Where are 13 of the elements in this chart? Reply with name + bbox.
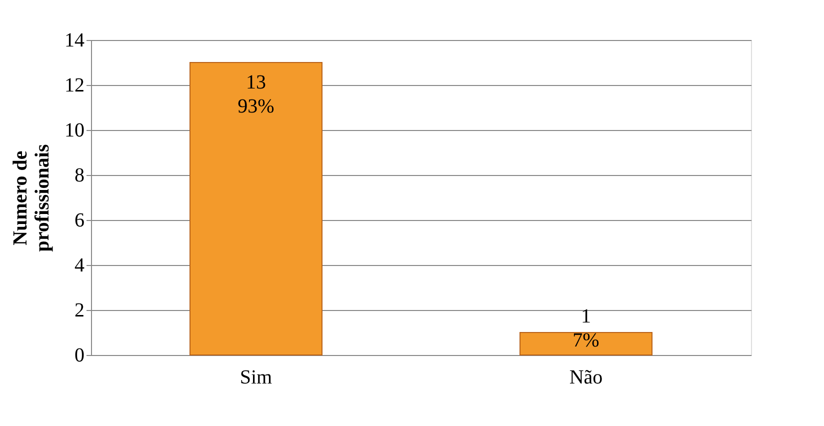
y-tick-label: 4 [74, 254, 84, 276]
y-tick-label: 0 [74, 344, 84, 366]
y-axis-title: Numero de profissionais [10, 144, 54, 252]
y-tick-label: 10 [64, 120, 84, 142]
y-tick-label: 2 [74, 300, 84, 322]
y-tick-label: 8 [74, 164, 84, 186]
y-tick-label: 12 [64, 74, 84, 96]
x-tick-label: Sim [240, 366, 273, 388]
y-tick-label: 6 [74, 210, 84, 232]
x-tick-label: Não [569, 366, 603, 388]
data-label: 13 93% [238, 72, 274, 118]
y-tick-label: 14 [64, 30, 84, 52]
data-label: 1 7% [572, 306, 600, 352]
